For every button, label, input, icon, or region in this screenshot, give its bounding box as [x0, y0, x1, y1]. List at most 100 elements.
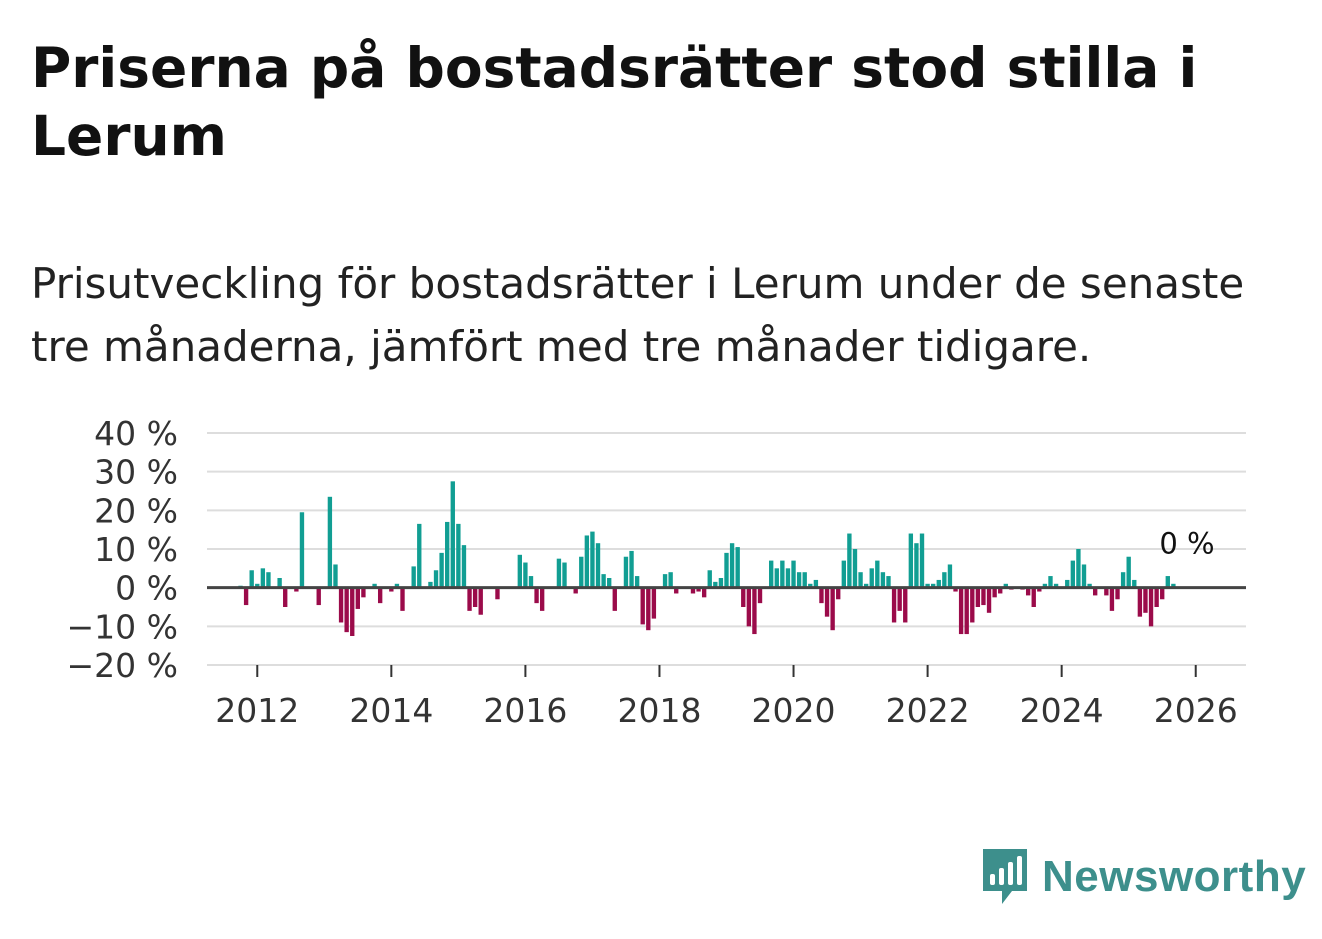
- bar: [607, 578, 612, 588]
- bar: [897, 587, 902, 611]
- bar: [986, 587, 992, 613]
- bar: [735, 547, 740, 588]
- x-tick-label: 2014: [349, 691, 433, 730]
- bar: [724, 552, 729, 588]
- bar: [746, 587, 752, 627]
- bar: [255, 583, 260, 588]
- bar: [1070, 560, 1076, 588]
- bar: [651, 587, 657, 619]
- bar: [556, 558, 562, 588]
- bar: [389, 587, 394, 592]
- bar: [947, 564, 953, 588]
- bar: [417, 523, 422, 588]
- bar: [629, 550, 634, 588]
- bar: [584, 535, 590, 588]
- y-tick-label: −10 %: [67, 607, 179, 646]
- newsworthy-logo-icon: [983, 849, 1027, 904]
- bar: [796, 572, 802, 588]
- bar: [752, 587, 757, 635]
- bar: [523, 562, 528, 588]
- bar: [1104, 587, 1109, 596]
- x-tick-label: 2024: [1020, 691, 1104, 730]
- bar: [880, 572, 886, 588]
- bar: [741, 587, 746, 607]
- bar: [1126, 556, 1131, 588]
- bar: [283, 587, 288, 607]
- bar: [316, 587, 321, 606]
- bar: [981, 587, 986, 606]
- bar: [847, 533, 852, 588]
- y-axis: 40 %30 %20 %10 %0 %−10 %−20 %: [67, 414, 179, 685]
- bar: [729, 543, 735, 588]
- bar: [327, 496, 333, 588]
- y-tick-label: 30 %: [94, 453, 178, 492]
- bar: [1143, 587, 1148, 613]
- bar: [277, 578, 282, 588]
- bar: [1115, 587, 1120, 600]
- bar: [1109, 587, 1115, 611]
- bar: [953, 587, 958, 592]
- bar: [243, 587, 249, 606]
- bar: [1165, 576, 1170, 588]
- bar: [433, 570, 439, 588]
- bar: [1087, 583, 1092, 588]
- bar: [891, 587, 897, 623]
- bar: [707, 570, 712, 588]
- bar: [696, 587, 701, 592]
- bar: [640, 587, 645, 625]
- bar: [355, 587, 360, 609]
- bar: [925, 583, 930, 588]
- bar: [919, 533, 925, 588]
- bar: [1171, 583, 1176, 588]
- bar: [769, 560, 774, 588]
- bar: [1053, 583, 1059, 588]
- bar: [1160, 587, 1165, 600]
- bar: [1042, 583, 1048, 588]
- bar: [975, 587, 981, 607]
- bar: [992, 587, 997, 598]
- bar: [467, 587, 472, 611]
- bar: [998, 587, 1003, 594]
- bar: [1048, 576, 1053, 588]
- bar: [495, 587, 500, 600]
- bar: [344, 587, 349, 633]
- bar: [1076, 549, 1081, 588]
- x-tick-label: 2026: [1154, 691, 1238, 730]
- x-axis: 2012 2014 2016 2018 2020 2022 2024 2026: [215, 665, 1238, 730]
- bar: [774, 568, 779, 588]
- bar: [942, 572, 947, 588]
- bar: [903, 587, 908, 623]
- chart-title: Priserna på bostadsrätter stod stilla i …: [31, 36, 1198, 168]
- bar: [836, 587, 841, 600]
- bar: [780, 560, 785, 588]
- bar: [1081, 564, 1087, 588]
- bar: [361, 587, 366, 598]
- bar-series: [238, 481, 1176, 636]
- bar: [802, 572, 807, 588]
- bar: [674, 587, 679, 594]
- bar: [690, 587, 696, 594]
- bar: [377, 587, 383, 604]
- bar: [590, 531, 595, 588]
- bar: [400, 587, 405, 611]
- bar: [294, 587, 299, 592]
- bar: [958, 587, 964, 635]
- bar: [869, 568, 874, 588]
- bar: [813, 579, 819, 588]
- bar: [668, 572, 673, 588]
- bar: [634, 576, 640, 588]
- bar: [824, 587, 830, 617]
- bar: [908, 533, 914, 588]
- y-tick-label: −20 %: [67, 646, 179, 685]
- bar: [662, 574, 668, 588]
- bar: [830, 587, 835, 631]
- bar: [601, 574, 606, 588]
- bar: [450, 481, 455, 588]
- bar: [478, 587, 483, 615]
- grid-lines: [207, 432, 1246, 666]
- bar: [914, 543, 919, 588]
- bar: [964, 587, 969, 635]
- x-tick-label: 2012: [215, 691, 299, 730]
- bar: [333, 564, 338, 588]
- bar: [1093, 587, 1098, 596]
